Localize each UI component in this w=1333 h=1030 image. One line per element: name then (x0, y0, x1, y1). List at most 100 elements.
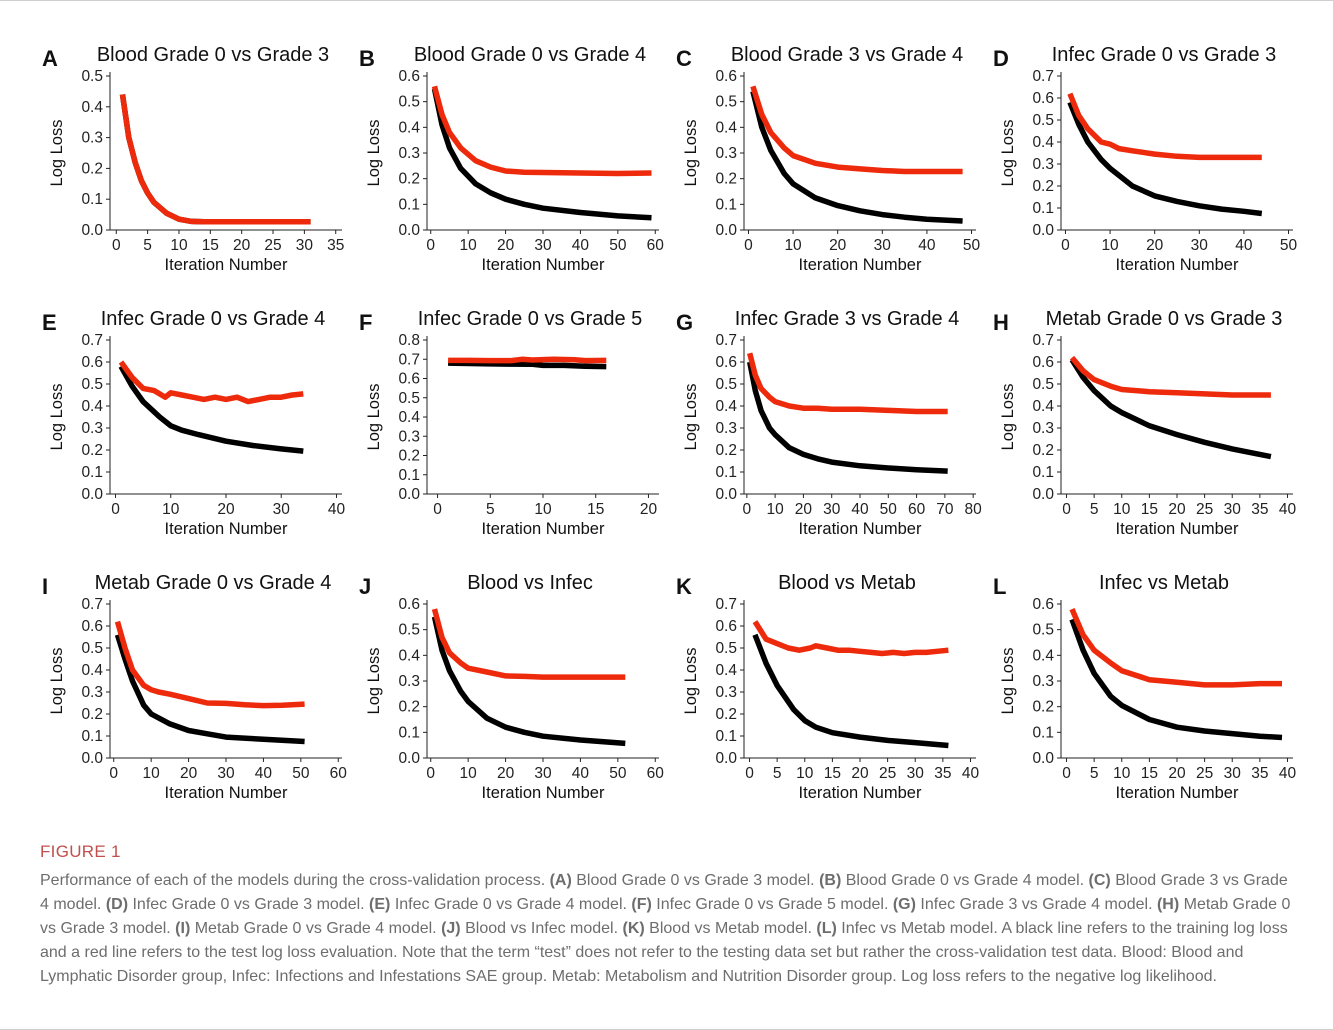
x-tick-label: 40 (918, 237, 936, 254)
x-tick-label: 5 (486, 501, 495, 518)
caption-segment: Infec Grade 3 vs Grade 4 model. (915, 896, 1157, 913)
top-divider (0, 0, 1333, 1)
x-tick-label: 40 (572, 765, 590, 782)
x-axis-label: Iteration Number (799, 520, 922, 538)
caption-panel-ref: (J) (441, 920, 461, 937)
caption-segment: Metab Grade 0 vs Grade 4 model. (190, 920, 442, 937)
x-tick-label: 50 (880, 501, 898, 518)
train-loss-line (1069, 618, 1283, 741)
panel-l: L Infec vs Metab 0.0 0.1 0.2 0.3 0.4 0.5 0.6 0 5 10… (993, 572, 1296, 802)
x-tick-label: 35 (327, 237, 344, 254)
train-loss-line (119, 94, 311, 225)
y-tick-label: 0.6 (715, 68, 737, 85)
panel-letter: H (993, 310, 1009, 335)
x-tick-label: 25 (1196, 501, 1213, 518)
y-tick-label: 0.0 (715, 222, 737, 239)
x-tick-label: 20 (851, 765, 869, 782)
train-loss-line (431, 616, 626, 747)
x-tick-label: 40 (255, 765, 273, 782)
y-tick-label: 0.6 (398, 596, 420, 613)
y-tick-label: 0.0 (1032, 486, 1054, 503)
y-tick-label: 0.5 (81, 376, 103, 393)
x-tick-label: 30 (534, 765, 552, 782)
x-tick-label: 5 (773, 765, 782, 782)
train-loss-line (448, 360, 607, 370)
x-tick-label: 30 (1224, 501, 1242, 518)
x-tick-label: 0 (1062, 501, 1071, 518)
y-tick-label: 0.7 (398, 351, 420, 368)
x-tick-label: 30 (273, 501, 291, 518)
x-tick-label: 60 (647, 237, 665, 254)
x-tick-label: 0 (1061, 237, 1070, 254)
panel-letter: A (42, 46, 58, 71)
y-tick-label: 0.0 (398, 486, 420, 503)
x-tick-label: 10 (170, 237, 188, 254)
panel-title: Blood vs Metab (778, 572, 916, 594)
x-tick-label: 0 (111, 501, 120, 518)
panel-letter: G (676, 310, 693, 335)
y-tick-label: 0.6 (1032, 354, 1054, 371)
y-tick-label: 0.4 (81, 662, 103, 679)
y-tick-label: 0.5 (398, 622, 420, 639)
train-loss-line (752, 633, 949, 749)
x-tick-label: 10 (534, 501, 552, 518)
x-tick-label: 0 (745, 765, 754, 782)
y-tick-label: 0.1 (1032, 724, 1054, 741)
y-tick-label: 0.2 (1032, 442, 1054, 459)
x-tick-label: 10 (1113, 765, 1131, 782)
figure-caption: FIGURE 1 Performance of each of the mode… (40, 842, 1300, 989)
y-tick-label: 0.1 (715, 196, 737, 213)
x-tick-label: 10 (1113, 501, 1131, 518)
caption-text: Performance of each of the models during… (40, 869, 1300, 989)
panel-f: F Infec Grade 0 vs Grade 5 0.0 0.1 0.2 0.3 0.4… (359, 308, 659, 538)
y-tick-label: 0.4 (1032, 647, 1054, 664)
test-loss-line (431, 85, 652, 177)
x-tick-label: 30 (1224, 765, 1242, 782)
y-tick-label: 0.2 (81, 442, 103, 459)
y-axis-label: Log Loss (365, 648, 383, 715)
x-tick-label: 0 (1062, 765, 1071, 782)
y-tick-label: 0.6 (398, 371, 420, 388)
x-tick-label: 40 (851, 501, 869, 518)
x-tick-label: 60 (908, 501, 926, 518)
x-axis-label: Iteration Number (482, 784, 605, 802)
x-tick-label: 70 (936, 501, 954, 518)
x-tick-label: 20 (217, 501, 235, 518)
y-tick-label: 0.2 (81, 160, 103, 177)
y-tick-label: 0.0 (398, 222, 420, 239)
panel-i: I Metab Grade 0 vs Grade 4 0.0 0.1 0.2 0.3 0.4… (42, 572, 347, 802)
y-tick-label: 0.4 (81, 99, 103, 116)
train-loss-line (118, 365, 304, 454)
test-loss-line (448, 356, 607, 364)
y-tick-label: 0.5 (1032, 622, 1054, 639)
y-axis-label: Log Loss (999, 384, 1017, 451)
y-tick-label: 0.3 (81, 420, 103, 437)
y-tick-label: 0.7 (715, 332, 737, 349)
caption-segment: Infec Grade 0 vs Grade 3 model. (128, 896, 370, 913)
x-tick-label: 35 (1251, 501, 1268, 518)
y-tick-label: 0.1 (81, 464, 103, 481)
test-loss-line (1069, 608, 1282, 688)
x-tick-label: 30 (296, 237, 314, 254)
x-tick-label: 20 (1168, 765, 1186, 782)
train-loss-line (1067, 101, 1263, 217)
x-tick-label: 5 (143, 237, 152, 254)
x-tick-label: 0 (433, 501, 442, 518)
y-tick-label: 0.3 (715, 420, 737, 437)
x-tick-label: 50 (609, 765, 627, 782)
x-tick-label: 40 (1235, 237, 1253, 254)
y-tick-label: 0.0 (398, 750, 420, 767)
x-tick-label: 50 (963, 237, 981, 254)
y-axis-label: Log Loss (999, 120, 1017, 187)
y-tick-label: 0.0 (1032, 222, 1054, 239)
x-tick-label: 25 (264, 237, 281, 254)
x-tick-label: 20 (1168, 501, 1186, 518)
y-tick-label: 0.8 (398, 332, 420, 349)
x-tick-label: 20 (795, 501, 813, 518)
panel-title: Infec Grade 0 vs Grade 3 (1052, 44, 1277, 66)
x-tick-label: 0 (426, 237, 435, 254)
y-tick-label: 0.5 (398, 390, 420, 407)
panel-c: C Blood Grade 3 vs Grade 4 0.0 0.1 0.2 0.3 0.4… (676, 44, 981, 274)
y-tick-label: 0.6 (715, 618, 737, 635)
x-tick-label: 60 (330, 765, 348, 782)
